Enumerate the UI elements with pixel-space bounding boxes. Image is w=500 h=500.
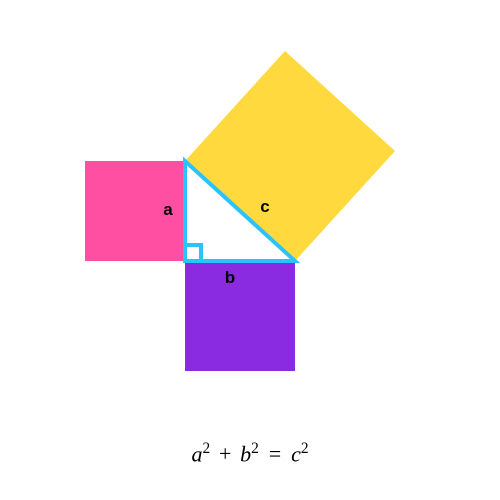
formula-a: a (191, 441, 202, 466)
formula-eq: = (269, 441, 281, 466)
label-a: a (163, 200, 173, 219)
formula-b: b (240, 441, 251, 466)
label-b: b (225, 268, 235, 287)
label-c: c (260, 197, 269, 216)
formula-b-exp: 2 (251, 440, 259, 457)
pythagorean-formula: a2 + b2 = c2 (0, 440, 500, 467)
formula-plus: + (219, 441, 231, 466)
formula-c-exp: 2 (301, 440, 309, 457)
formula-c: c (291, 441, 301, 466)
square-b (185, 261, 295, 371)
pythagorean-diagram: a b c (0, 0, 500, 500)
formula-a-exp: 2 (202, 440, 210, 457)
